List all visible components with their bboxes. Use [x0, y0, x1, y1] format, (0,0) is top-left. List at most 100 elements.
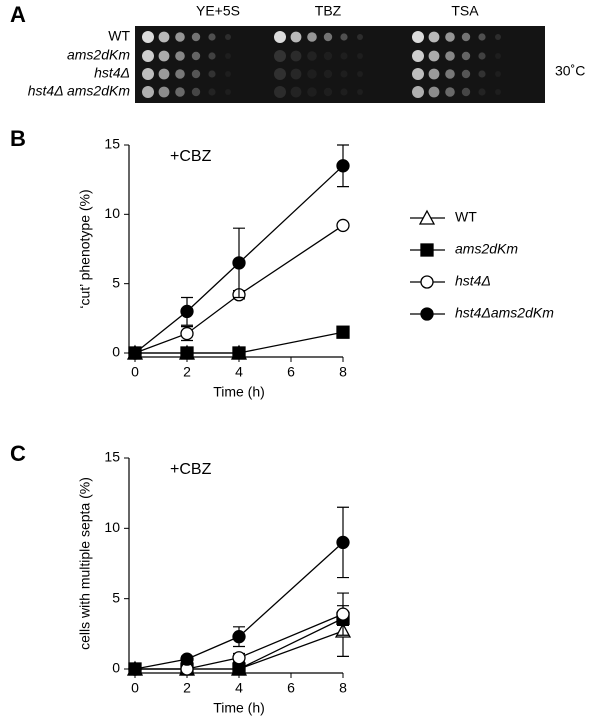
spot [158, 86, 170, 98]
spot [307, 69, 317, 79]
spot [478, 52, 486, 60]
spot [142, 50, 154, 62]
spot [175, 51, 185, 61]
spot [142, 31, 154, 43]
spot [208, 70, 216, 78]
data-point [232, 651, 246, 665]
spot [225, 34, 231, 40]
spot [307, 51, 317, 61]
strain-label: hst4Δ ams2dKm [28, 83, 131, 99]
x-tick-label: 8 [339, 680, 347, 696]
spot [357, 34, 363, 40]
x-tick-label: 4 [235, 364, 243, 380]
legend-label: hst4Δ [455, 273, 491, 289]
series-line [135, 331, 344, 354]
x-tick-label: 0 [131, 364, 139, 380]
x-tick-label: 0 [131, 680, 139, 696]
panel-letter: B [10, 126, 26, 151]
spot [191, 51, 201, 61]
legend-label: hst4Δams2dKm [455, 305, 554, 321]
spot [428, 86, 440, 98]
legend-marker [420, 243, 434, 257]
spot [428, 31, 440, 43]
spot [290, 86, 302, 98]
legend-label: ams2dKm [455, 241, 518, 257]
spot [478, 88, 486, 96]
spot [461, 87, 471, 97]
spot [191, 32, 201, 42]
spot [461, 32, 471, 42]
column-label: YE+5S [196, 3, 240, 19]
strain-label: ams2dKm [67, 47, 130, 63]
strain-label: WT [108, 28, 130, 44]
data-point [180, 652, 194, 666]
data-point [336, 607, 350, 621]
spot [225, 71, 231, 77]
spot [412, 31, 424, 43]
y-tick-label: 0 [112, 344, 120, 360]
spot [357, 89, 363, 95]
spot [478, 70, 486, 78]
column-label: TBZ [315, 3, 342, 19]
spot [495, 89, 501, 95]
spot [412, 50, 424, 62]
spot [274, 68, 286, 80]
spot [175, 32, 185, 42]
y-tick-label: 5 [112, 589, 120, 605]
x-tick-label: 4 [235, 680, 243, 696]
annotation: +CBZ [170, 461, 212, 478]
spot [428, 50, 440, 62]
x-tick-label: 6 [287, 680, 295, 696]
y-tick-label: 15 [104, 136, 120, 152]
spot [225, 53, 231, 59]
spot [340, 88, 348, 96]
data-point [232, 346, 246, 360]
data-point [180, 326, 194, 341]
panel-letter: A [10, 2, 26, 27]
spot [191, 87, 201, 97]
spot [323, 32, 333, 42]
legend-label: WT [455, 209, 477, 225]
data-point [336, 218, 350, 233]
spot [445, 32, 455, 42]
spot [142, 68, 154, 80]
series-line [135, 613, 344, 670]
spot [495, 53, 501, 59]
spot [307, 32, 317, 42]
spot [412, 68, 424, 80]
data-point [336, 325, 350, 339]
legend-marker [420, 307, 434, 321]
spot [461, 51, 471, 61]
spot [495, 34, 501, 40]
legend-marker [420, 275, 434, 289]
spot [323, 69, 333, 79]
spot [323, 51, 333, 61]
spot [158, 68, 170, 80]
x-tick-label: 2 [183, 364, 191, 380]
spot [142, 86, 154, 98]
data-point [336, 535, 350, 550]
plate-image [135, 26, 545, 103]
spot [307, 87, 317, 97]
y-tick-label: 15 [104, 449, 120, 465]
y-tick-label: 10 [104, 519, 120, 535]
data-point [232, 256, 246, 270]
data-point [128, 346, 142, 360]
spot [208, 88, 216, 96]
panel-letter: C [10, 441, 26, 466]
x-tick-label: 2 [183, 680, 191, 696]
y-axis-label: cells with multiple septa (%) [77, 477, 93, 650]
spot [340, 52, 348, 60]
spot [158, 50, 170, 62]
data-point [128, 662, 142, 676]
x-tick-label: 6 [287, 364, 295, 380]
data-point [232, 662, 246, 676]
spot [274, 31, 286, 43]
spot [412, 86, 424, 98]
y-axis-label: ‘cut’ phenotype (%) [77, 189, 93, 308]
data-point [232, 629, 246, 644]
spot [461, 69, 471, 79]
x-axis-label: Time (h) [213, 700, 265, 716]
spot [208, 33, 216, 41]
strain-label: hst4Δ [94, 65, 130, 81]
